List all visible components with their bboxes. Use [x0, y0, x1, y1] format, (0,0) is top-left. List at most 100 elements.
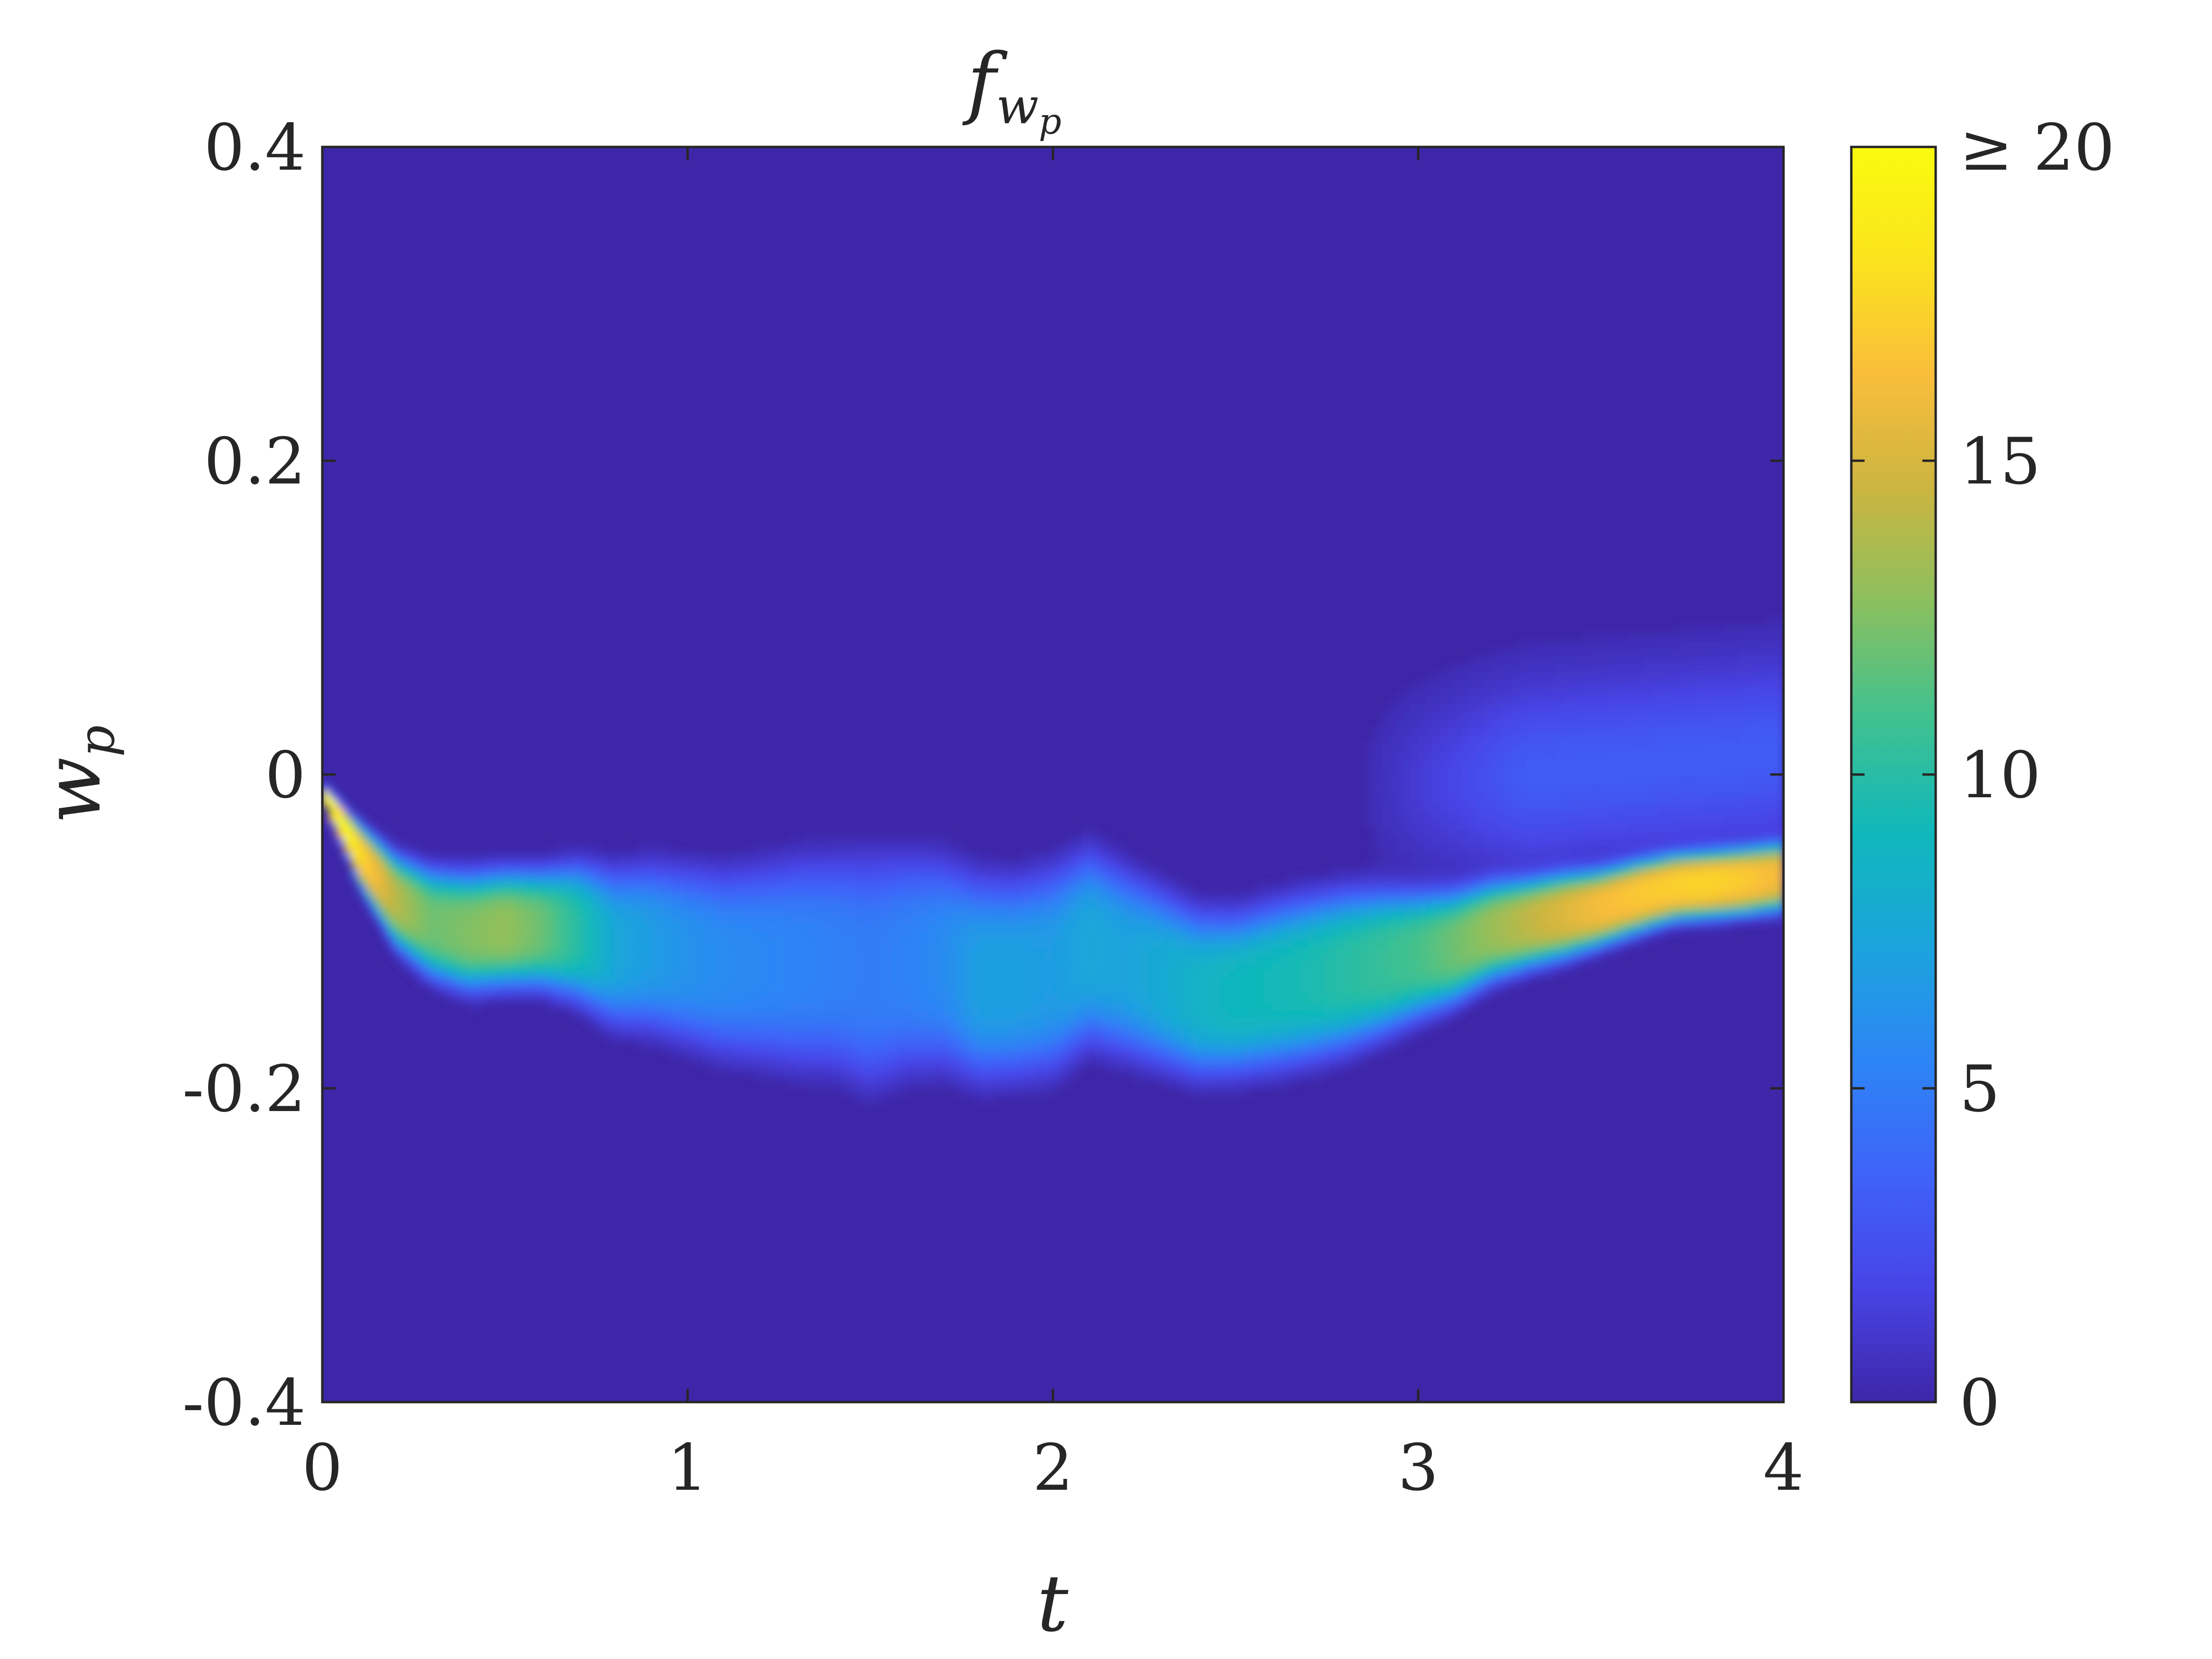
heatmap-cell — [1469, 876, 1477, 885]
heatmap-cell — [1586, 672, 1594, 681]
heatmap-cell — [899, 947, 907, 956]
heatmap-cell — [643, 892, 652, 901]
heatmap-cell — [1418, 766, 1426, 775]
heatmap-cell — [1177, 884, 1185, 893]
heatmap-cell — [1228, 931, 1236, 940]
heatmap-cell — [1359, 1041, 1367, 1049]
heatmap-cell — [950, 845, 958, 854]
heatmap-cell — [1338, 1041, 1346, 1049]
heatmap-cell — [1074, 892, 1083, 901]
heatmap-cell — [1228, 1002, 1236, 1011]
heatmap-cell — [439, 876, 447, 885]
heatmap-cell — [1155, 915, 1163, 924]
heatmap-cell — [1147, 1009, 1156, 1018]
heatmap-cell — [1191, 986, 1200, 995]
heatmap-cell — [527, 962, 535, 971]
heatmap-cell — [497, 923, 505, 932]
heatmap-cell — [1418, 829, 1426, 838]
heatmap-cell — [1498, 939, 1506, 948]
heatmap-cell — [453, 947, 462, 956]
heatmap-cell — [1505, 845, 1514, 854]
heatmap-cell — [395, 884, 403, 893]
heatmap-cell — [1535, 727, 1543, 736]
heatmap-cell — [636, 931, 644, 940]
heatmap-cell — [1060, 1002, 1068, 1011]
heatmap-cell — [548, 994, 556, 1003]
heatmap-cell — [1082, 978, 1090, 987]
heatmap-cell — [1381, 837, 1390, 846]
heatmap-cell — [1038, 1002, 1046, 1011]
heatmap-cell — [1045, 876, 1054, 885]
heatmap-cell — [1425, 892, 1433, 901]
heatmap-cell — [1564, 939, 1572, 948]
heatmap-cell — [914, 978, 922, 987]
heatmap-cell — [1549, 829, 1557, 838]
heatmap-cell — [1439, 845, 1448, 854]
heatmap-cell — [424, 892, 432, 901]
heatmap-cell — [1338, 1025, 1346, 1034]
heatmap-cell — [1557, 641, 1565, 649]
heatmap-cell — [1432, 837, 1441, 846]
heatmap-cell — [1264, 955, 1273, 963]
heatmap-cell — [1366, 907, 1375, 916]
heatmap-cell — [1462, 758, 1470, 767]
heatmap-cell — [1571, 931, 1579, 940]
heatmap-cell — [1235, 931, 1243, 940]
heatmap-cell — [651, 970, 659, 979]
heatmap-cell — [906, 915, 915, 924]
heatmap-cell — [767, 860, 776, 869]
heatmap-cell — [1286, 900, 1294, 908]
heatmap-cell — [928, 1072, 937, 1081]
heatmap-cell — [1228, 970, 1236, 979]
heatmap-cell — [1564, 907, 1572, 916]
heatmap-cell — [1578, 852, 1587, 861]
heatmap-cell — [1542, 750, 1550, 759]
heatmap-cell — [731, 962, 739, 971]
heatmap-cell — [738, 931, 746, 940]
heatmap-cell — [1264, 947, 1273, 956]
heatmap-cell — [673, 970, 681, 979]
heatmap-cell — [753, 892, 761, 901]
heatmap-cell — [1381, 813, 1390, 822]
heatmap-cell — [439, 860, 447, 869]
heatmap-cell — [1315, 1025, 1324, 1034]
heatmap-cell — [1074, 900, 1083, 908]
heatmap-cell — [1264, 994, 1273, 1003]
heatmap-cell — [1513, 962, 1521, 971]
heatmap-cell — [1454, 719, 1463, 728]
heatmap-cell — [797, 868, 805, 877]
heatmap-cell — [1425, 860, 1433, 869]
heatmap-cell — [1542, 860, 1550, 869]
heatmap-cell — [439, 955, 447, 963]
heatmap-cell — [1038, 1057, 1046, 1065]
heatmap-cell — [1366, 782, 1375, 791]
heatmap-cell — [636, 978, 644, 987]
heatmap-cell — [1374, 798, 1382, 806]
heatmap-cell — [1381, 939, 1390, 948]
heatmap-cell — [797, 837, 805, 846]
heatmap-cell — [1542, 711, 1550, 720]
heatmap-cell — [673, 860, 681, 869]
heatmap-cell — [848, 907, 856, 916]
heatmap-cell — [673, 1041, 681, 1049]
heatmap-cell — [1016, 1033, 1024, 1042]
heatmap-cell — [1586, 907, 1594, 916]
heatmap-cell — [665, 1041, 674, 1049]
heatmap-cell — [1513, 735, 1521, 744]
heatmap-cell — [1330, 1057, 1338, 1065]
heatmap-cell — [1535, 813, 1543, 822]
heatmap-cell — [1169, 1033, 1178, 1042]
heatmap-cell — [504, 955, 513, 963]
heatmap-cell — [972, 884, 980, 893]
heatmap-cell — [1345, 1064, 1353, 1073]
heatmap-cell — [585, 1017, 593, 1026]
heatmap-cell — [811, 892, 819, 901]
heatmap-cell — [1038, 1025, 1046, 1034]
heatmap-cell — [1571, 735, 1579, 744]
heatmap-cell — [957, 986, 966, 995]
heatmap-cell — [651, 931, 659, 940]
heatmap-cell — [1549, 907, 1557, 916]
heatmap-cell — [863, 1033, 871, 1042]
heatmap-cell — [1389, 884, 1397, 893]
heatmap-cell — [877, 868, 885, 877]
